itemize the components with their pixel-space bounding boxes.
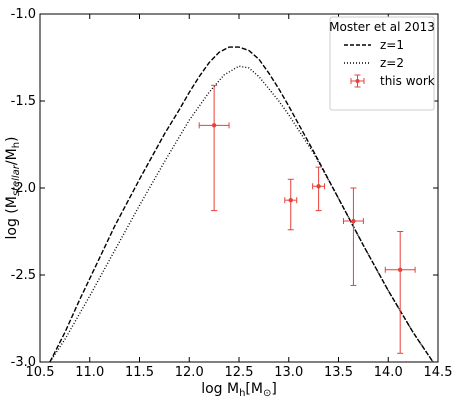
legend-label-this-work: this work <box>380 74 435 88</box>
data-point <box>284 178 298 231</box>
y-axis-label: log (Mstellar/Mh) <box>4 136 22 239</box>
data-point <box>384 231 416 354</box>
series-line-z2 <box>49 65 434 363</box>
legend: Moster et al 2013 z=1 z=2 this work <box>329 16 435 111</box>
x-tick-label: 10.5 <box>26 365 55 380</box>
x-tick-label: 12.5 <box>225 365 254 380</box>
x-axis-label: log Mh[M⊙] <box>201 381 277 399</box>
x-tick-label: 11.5 <box>125 365 154 380</box>
x-tick-label: 14.0 <box>374 365 403 380</box>
y-tick-label: -1.5 <box>11 94 36 109</box>
data-point <box>342 187 364 286</box>
legend-label-z2: z=2 <box>380 56 404 70</box>
y-tick-label: -1.0 <box>11 7 36 22</box>
model-curves <box>49 46 434 363</box>
y-tick-label: -2.0 <box>11 181 36 196</box>
data-point <box>198 84 230 212</box>
x-tick-label: 12.0 <box>175 365 204 380</box>
y-axis-ticks: -3.0 -2.5 -2.0 -1.5 -1.0 <box>11 7 438 370</box>
y-tick-label: -3.0 <box>11 355 36 370</box>
legend-title: Moster et al 2013 <box>329 20 435 34</box>
y-tick-label: -2.5 <box>11 268 36 283</box>
data-point <box>312 166 326 212</box>
x-tick-label: 13.5 <box>324 365 353 380</box>
x-tick-label: 13.0 <box>274 365 303 380</box>
series-line-z1 <box>49 46 434 363</box>
x-axis-ticks: 10.5 11.0 11.5 12.0 12.5 13.0 13.5 14.0 14.5 <box>26 14 453 380</box>
legend-swatch-this-work <box>350 74 365 88</box>
x-tick-label: 11.0 <box>75 365 104 380</box>
legend-label-z1: z=1 <box>380 38 404 52</box>
this-work-points <box>198 84 416 354</box>
x-tick-label: 14.5 <box>424 365 453 380</box>
